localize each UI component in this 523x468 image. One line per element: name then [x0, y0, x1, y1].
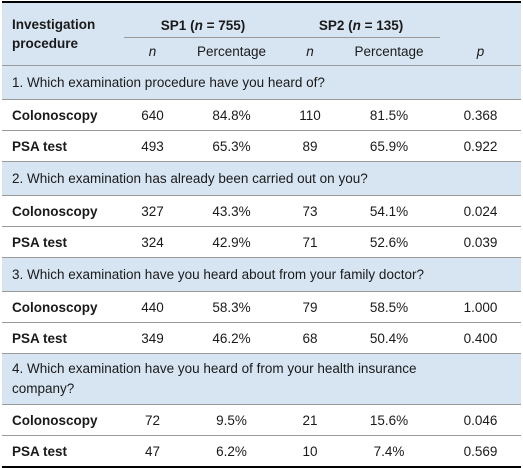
- section-question: 4. Which examination have you heard of f…: [2, 353, 522, 405]
- p-cell: 0.400: [440, 322, 522, 354]
- sp2-pct-cell: 65.9%: [338, 130, 441, 162]
- sp2-n-cell: 110: [282, 99, 339, 131]
- table-row: PSA test 493 65.3% 89 65.9% 0.922: [2, 130, 522, 162]
- sp1-pct-cell: 42.9%: [181, 226, 283, 258]
- section-question: 2. Which examination has already been ca…: [2, 161, 522, 196]
- table-row: Colonoscopy 72 9.5% 21 15.6% 0.046: [2, 404, 522, 436]
- table-row: PSA test 349 46.2% 68 50.4% 0.400: [2, 322, 522, 354]
- sp2-pct-cell: 81.5%: [338, 99, 441, 131]
- p-cell: 0.368: [440, 99, 522, 131]
- sp1-n-header: n: [124, 37, 181, 66]
- section-question: 3. Which examination have you heard abou…: [2, 257, 522, 292]
- p-cell: 0.039: [440, 226, 522, 258]
- table-body: 1. Which examination procedure have you …: [2, 65, 522, 468]
- sp2-pct-cell: 54.1%: [338, 195, 441, 227]
- procedure-header: Investigation procedure: [2, 1, 124, 66]
- sp1-percentage-header: Percentage: [181, 37, 283, 66]
- sp2-n-cell: 79: [282, 291, 339, 323]
- sp1-pct-cell: 9.5%: [181, 404, 283, 436]
- table-row: Colonoscopy 327 43.3% 73 54.1% 0.024: [2, 195, 522, 227]
- sp2-pct-cell: 58.5%: [338, 291, 441, 323]
- sp1-pct-cell: 65.3%: [181, 130, 283, 162]
- table-row: PSA test 324 42.9% 71 52.6% 0.039: [2, 226, 522, 258]
- sp1-pct-cell: 43.3%: [181, 195, 283, 227]
- table-row: Colonoscopy 640 84.8% 110 81.5% 0.368: [2, 99, 522, 131]
- sp1-n-cell: 640: [124, 99, 181, 131]
- sp2-pct-cell: 7.4%: [338, 435, 441, 468]
- table-row: PSA test 47 6.2% 10 7.4% 0.569: [2, 435, 522, 468]
- sp1-pct-cell: 58.3%: [181, 291, 283, 323]
- sp1-n-cell: 440: [124, 291, 181, 323]
- sp2-n-cell: 21: [282, 404, 339, 436]
- header-blank: [440, 1, 522, 38]
- sp2-pct-cell: 15.6%: [338, 404, 441, 436]
- sp2-pct-cell: 52.6%: [338, 226, 441, 258]
- sp2-n-cell: 73: [282, 195, 339, 227]
- sp2-percentage-header: Percentage: [338, 37, 441, 66]
- row-label: Colonoscopy: [2, 404, 124, 436]
- sp2-header: SP2 (n = 135): [282, 1, 441, 38]
- p-header: p: [476, 43, 485, 59]
- sp1-pct-cell: 84.8%: [181, 99, 283, 131]
- p-cell: 1.000: [440, 291, 522, 323]
- sp2-n-cell: 89: [282, 130, 339, 162]
- sp1-n-cell: 327: [124, 195, 181, 227]
- sp1-n-cell: 72: [124, 404, 181, 436]
- row-label: Colonoscopy: [2, 195, 124, 227]
- sp1-n-cell: 349: [124, 322, 181, 354]
- section-question: 1. Which examination procedure have you …: [2, 65, 522, 100]
- sp2-n-cell: 10: [282, 435, 339, 468]
- row-label: Colonoscopy: [2, 291, 124, 323]
- sp2-n-cell: 71: [282, 226, 339, 258]
- p-cell: 0.046: [440, 404, 522, 436]
- sp2-n-header: n: [282, 37, 339, 66]
- row-label: PSA test: [2, 130, 124, 162]
- sp1-header: SP1 (n = 755): [124, 1, 283, 38]
- sp1-n-cell: 47: [124, 435, 181, 468]
- p-cell: 0.024: [440, 195, 522, 227]
- p-cell: 0.922: [440, 130, 522, 162]
- row-label: PSA test: [2, 322, 124, 354]
- sp1-pct-cell: 6.2%: [181, 435, 283, 468]
- row-label: PSA test: [2, 435, 124, 468]
- sp2-n-cell: 68: [282, 322, 339, 354]
- table-row: Colonoscopy 440 58.3% 79 58.5% 1.000: [2, 291, 522, 323]
- sp2-pct-cell: 50.4%: [338, 322, 441, 354]
- table-header: Investigation procedure SP1 (n = 755) SP…: [2, 1, 522, 66]
- sp1-n-cell: 493: [124, 130, 181, 162]
- row-label: PSA test: [2, 226, 124, 258]
- p-cell: 0.569: [440, 435, 522, 468]
- sp1-n-cell: 324: [124, 226, 181, 258]
- sp1-pct-cell: 46.2%: [181, 322, 283, 354]
- row-label: Colonoscopy: [2, 99, 124, 131]
